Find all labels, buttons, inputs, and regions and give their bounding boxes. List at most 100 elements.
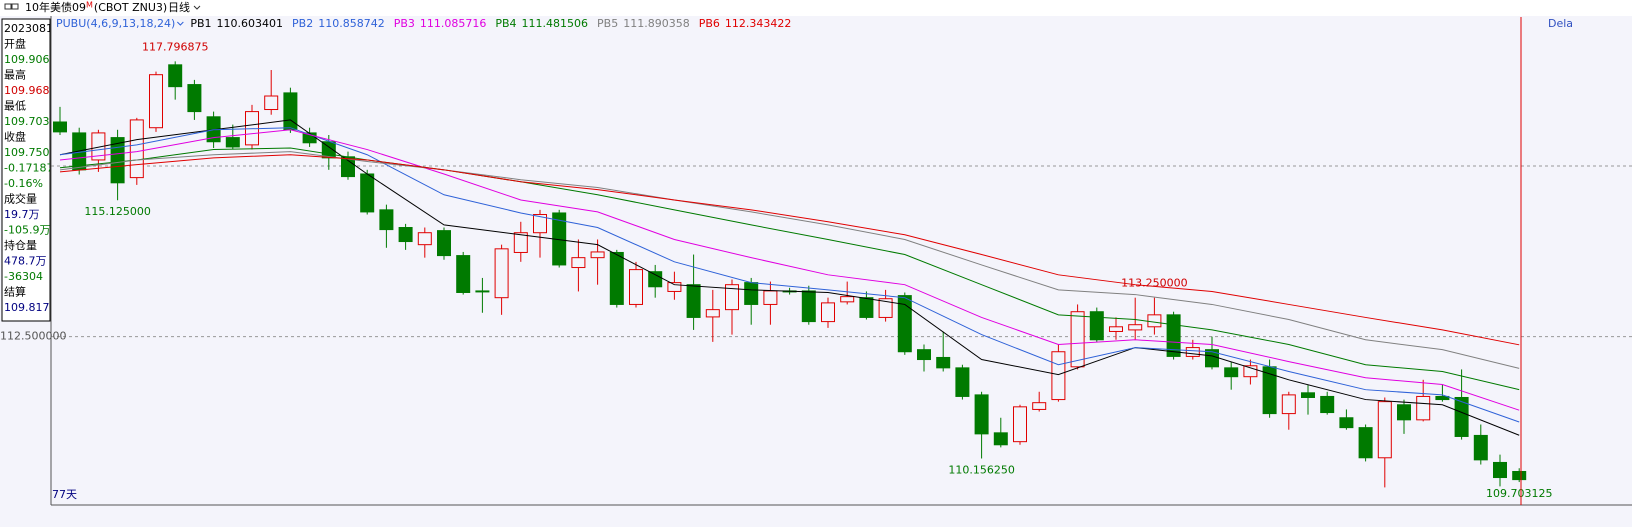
legend-value: 111.085716 [420,17,486,30]
legend-name: PB4 [495,17,516,30]
candle-body [360,173,375,213]
badge: M [86,1,93,10]
toolbar [0,0,1632,16]
ma-line [59,119,1520,436]
candle-body [1224,367,1239,378]
ma-line [59,151,1520,369]
candle-body [1243,365,1258,378]
info-value: 478.7万 [4,255,47,268]
info-label: 持仓量 [4,238,37,252]
candle-body [821,302,835,323]
candle-body [1397,404,1411,421]
info-value: -36304 [4,270,43,283]
extreme-label: 113.250000 [1121,277,1187,290]
candle-body [763,290,778,305]
candle-body [705,309,720,318]
legend-name: PB2 [292,17,313,30]
candle-body [629,269,643,305]
candle-body [513,232,528,253]
candle-body [936,356,951,369]
info-value: -0.16% [4,177,43,190]
ma-line [59,129,1520,411]
right-label: Dela [1548,17,1573,30]
info-label: 开盘 [4,37,26,51]
candle-body [1301,392,1315,398]
candle-body [801,290,816,323]
candle-body [437,230,451,257]
info-value: 109.703125 [4,115,70,128]
legend-value: 110.858742 [318,17,384,30]
candle-body [283,92,298,131]
candle-body [878,298,893,318]
candle-body [398,227,413,243]
candle-body [1512,470,1527,481]
candle-body [1089,311,1104,341]
candle-body [1377,401,1392,459]
candle-body [1147,314,1162,328]
candle-body [744,282,759,305]
candle-body [571,257,586,269]
ma-line [59,154,1520,346]
ma-line [59,147,1520,391]
extreme-label: 115.125000 [84,205,150,218]
link-icon [10,3,19,10]
info-value: 109.96875 [4,84,64,97]
legend: PUBU(4,6,9,13,18,24) PB1 110.603401 PB2 110.… [56,17,791,30]
info-content: 20230815 开盘 109.90625 最高 109.96875 最低 109.7031… [4,22,70,314]
link-icon[interactable] [4,3,13,10]
period-chevron[interactable] [193,5,201,10]
candle-body [494,248,509,299]
candle-body [667,282,682,292]
ma-line [59,127,1520,423]
legend-value: 112.343422 [725,17,791,30]
legend-name: PB3 [394,17,415,30]
candle-body [53,121,67,133]
candle-body [475,290,490,293]
candle-body [1109,326,1123,332]
legend-value: 111.481506 [522,17,588,30]
candle-body [840,296,855,303]
candle-body [993,432,1008,446]
candle-body [1435,395,1450,401]
info-label: 最低 [4,100,26,113]
info-label: 成交量 [4,192,37,206]
info-value: 109.8174 [4,301,57,314]
candle-body [379,209,394,231]
candle-body [1358,427,1373,459]
info-date: 20230815 [4,22,60,35]
header: 10年美债09 M (CBOT ZNU3) 日线 [4,0,201,14]
candle-body [149,74,163,129]
info-value: 19.7万 [4,208,40,221]
symbol-code: (CBOT ZNU3) [94,1,167,14]
candle-body [955,367,970,397]
info-value: 109.90625 [4,53,64,66]
candle-body [225,137,240,148]
extreme-label: 117.796875 [142,40,208,53]
indicator-name[interactable]: PUBU(4,6,9,13,18,24) [56,17,175,30]
candle-body [1051,351,1066,401]
info-panel [1,18,51,322]
candle-body [1032,402,1047,410]
candle-body [110,137,125,184]
legend-value: 111.890358 [623,17,689,30]
info-value: -105.9万 [4,224,50,237]
candle-body [264,95,279,111]
candle-body [897,295,912,353]
candle-body [1339,417,1354,429]
legend-name: PB6 [699,17,720,30]
period[interactable]: 日线 [168,0,190,14]
candle-body [917,349,931,361]
extreme-label: 110.156250 [948,463,1014,476]
candle-body [609,251,624,305]
bar-count: 77天 [52,488,77,501]
indicator-chevron [176,21,184,26]
candle-body [187,84,202,113]
symbol[interactable]: 10年美债09 [25,0,86,14]
legend-value: 110.603401 [217,17,283,30]
candle-body [1416,395,1431,421]
info-label: 最高 [4,68,26,82]
candle-body [1128,324,1143,331]
info-label: 结算 [4,285,26,299]
candle-body [1493,461,1507,479]
